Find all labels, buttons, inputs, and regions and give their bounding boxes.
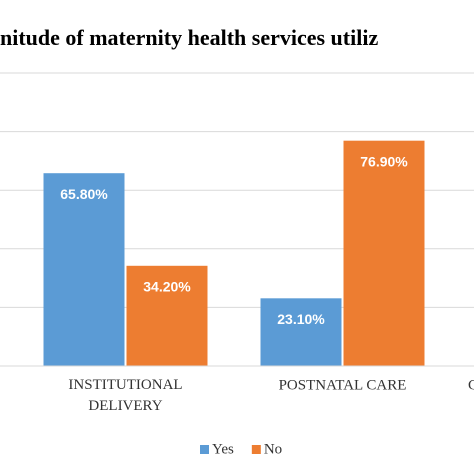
bar [260,298,342,366]
data-label: 34.20% [143,278,191,294]
x-tick-label: C [468,377,474,393]
data-label: 76.90% [360,153,408,169]
bar [343,140,425,366]
data-label: 65.80% [60,186,108,202]
bar [43,173,125,366]
bar [126,265,208,366]
data-label: 23.10% [277,311,325,327]
legend-label: No [264,441,282,457]
x-tick-label: POSTNATAL CARE [279,377,407,393]
legend-swatch [200,445,209,454]
chart-title: nitude of maternity health services util… [0,25,378,50]
legend-label: Yes [212,441,234,457]
x-tick-label: INSTITUTIONAL DELIVERY [68,377,182,414]
legend-swatch [251,445,261,454]
